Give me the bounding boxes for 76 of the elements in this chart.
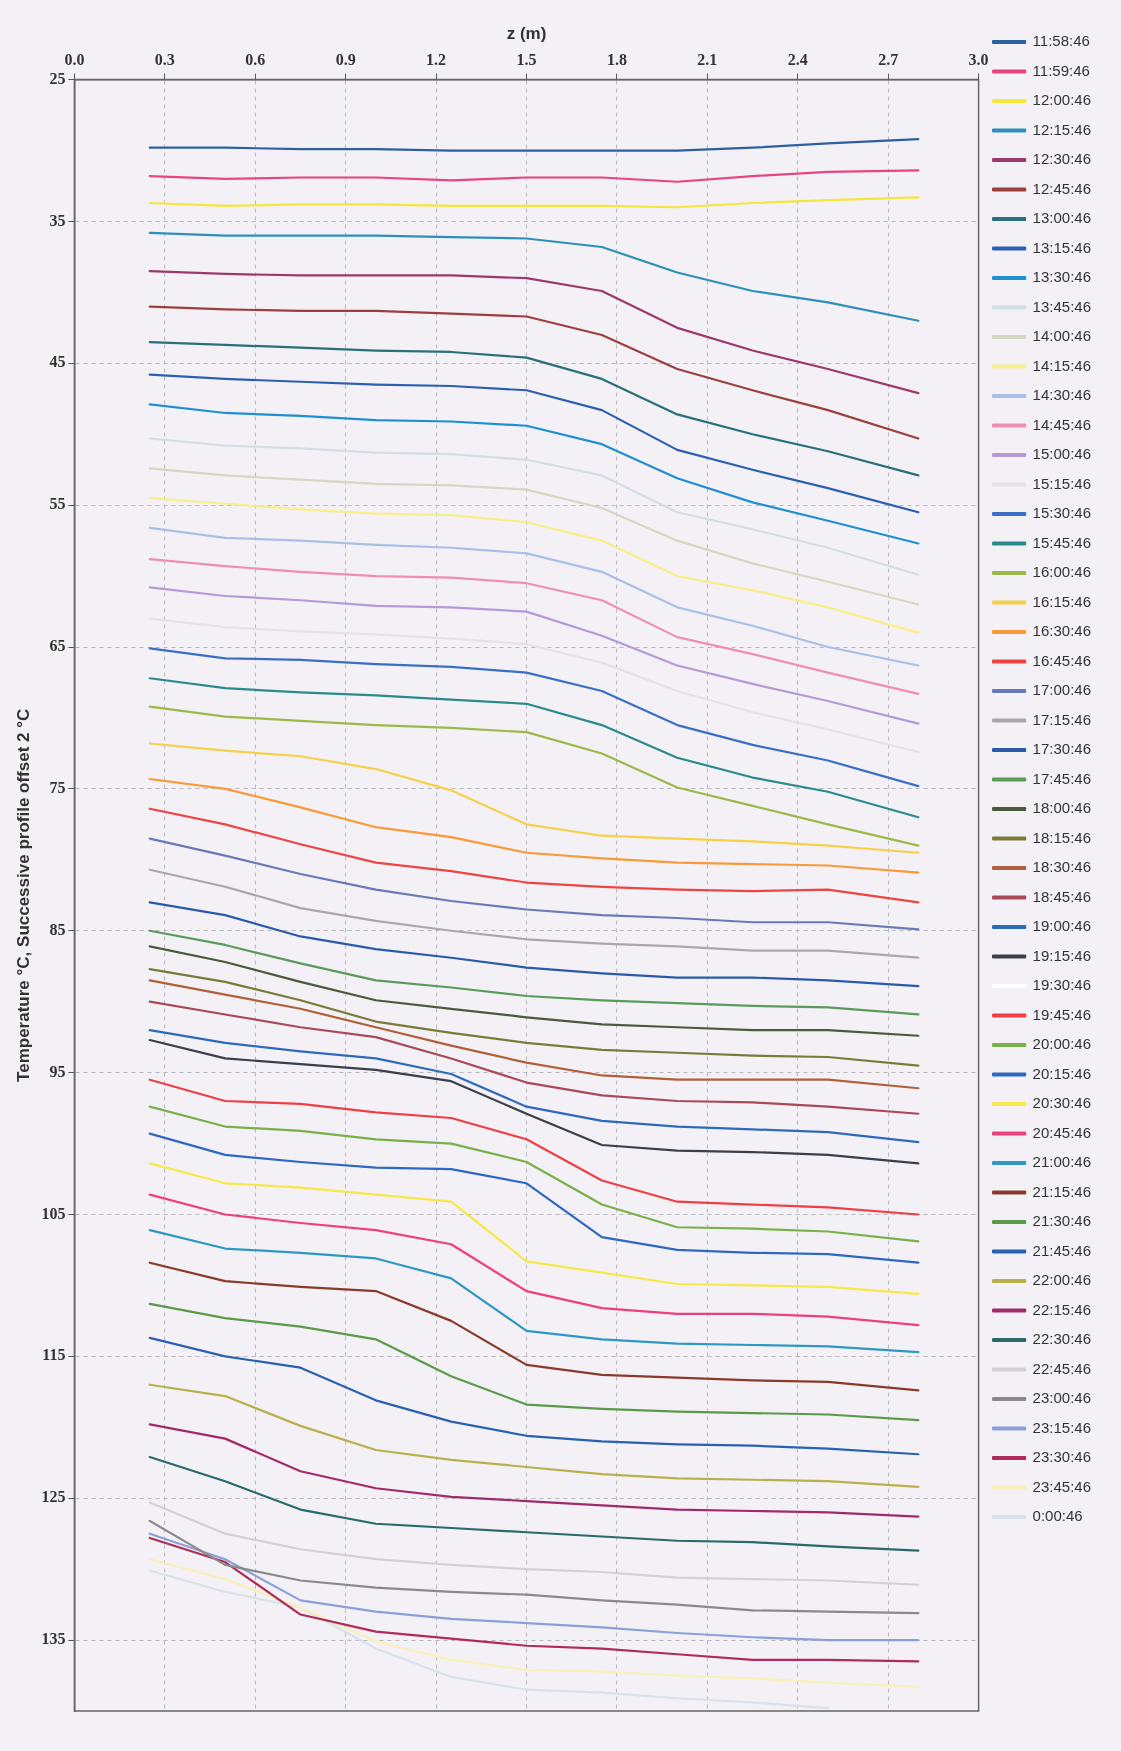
legend-label: 20:30:46 [1032, 1094, 1091, 1112]
legend-label: 16:15:46 [1032, 592, 1091, 610]
y-tick-label: 25 [49, 69, 66, 87]
x-tick-label: 0.0 [64, 51, 85, 69]
y-tick-label: 65 [49, 637, 66, 655]
legend-label: 17:30:46 [1032, 740, 1091, 758]
legend-label: 13:45:46 [1032, 297, 1091, 315]
x-tick-label: 0.6 [245, 51, 266, 69]
x-tick-label: 0.3 [154, 51, 175, 69]
legend-label: 20:45:46 [1032, 1123, 1091, 1141]
legend-label: 19:15:46 [1032, 946, 1091, 964]
y-tick-label: 105 [41, 1204, 66, 1222]
legend-label: 14:30:46 [1032, 386, 1091, 404]
legend-label: 16:00:46 [1032, 563, 1091, 581]
legend-label: 17:15:46 [1032, 710, 1091, 728]
y-tick-label: 115 [42, 1346, 66, 1364]
legend-label: 12:15:46 [1032, 120, 1091, 138]
x-tick-label: 0.9 [335, 51, 356, 69]
x-tick-label: 3.0 [968, 51, 989, 69]
legend-label: 15:45:46 [1032, 533, 1091, 551]
x-tick-label: 2.7 [878, 51, 899, 69]
legend-label: 12:45:46 [1032, 179, 1091, 197]
legend-label: 15:30:46 [1032, 504, 1091, 522]
legend-label: 11:59:46 [1032, 61, 1090, 79]
legend-label: 18:30:46 [1032, 858, 1091, 876]
legend-label: 13:30:46 [1032, 268, 1091, 286]
x-tick-label: 1.8 [606, 51, 627, 69]
legend-label: 16:45:46 [1032, 651, 1091, 669]
legend-label: 23:15:46 [1032, 1418, 1091, 1436]
legend-label: 20:00:46 [1032, 1035, 1091, 1053]
y-axis-title: Temperature °C, Successive profile offset 2 °C [13, 708, 33, 1082]
legend-label: 13:00:46 [1032, 209, 1091, 227]
legend-label: 19:30:46 [1032, 976, 1091, 994]
y-tick-label: 85 [49, 920, 66, 938]
x-tick-label: 1.2 [426, 51, 447, 69]
legend-label: 22:15:46 [1032, 1300, 1091, 1318]
legend-label: 22:00:46 [1032, 1271, 1091, 1289]
legend-label: 22:30:46 [1032, 1330, 1091, 1348]
legend-label: 19:45:46 [1032, 1005, 1091, 1023]
legend-label: 12:00:46 [1032, 91, 1091, 109]
legend-label: 18:00:46 [1032, 799, 1091, 817]
y-tick-label: 135 [41, 1630, 66, 1648]
legend-label: 17:00:46 [1032, 681, 1091, 699]
legend-label: 14:00:46 [1032, 327, 1091, 345]
y-tick-label: 45 [49, 353, 66, 371]
legend-label: 21:45:46 [1032, 1241, 1091, 1259]
y-tick-label: 55 [49, 495, 66, 513]
legend-label: 20:15:46 [1032, 1064, 1091, 1082]
legend-label: 18:15:46 [1032, 828, 1091, 846]
legend-label: 15:15:46 [1032, 474, 1091, 492]
legend-label: 21:15:46 [1032, 1182, 1091, 1200]
legend-label: 12:30:46 [1032, 150, 1091, 168]
legend-label: 18:45:46 [1032, 887, 1091, 905]
legend-label: 19:00:46 [1032, 917, 1091, 935]
legend-label: 16:30:46 [1032, 622, 1091, 640]
legend-label: 17:45:46 [1032, 769, 1091, 787]
legend-label: 13:15:46 [1032, 238, 1091, 256]
legend-label: 14:15:46 [1032, 356, 1091, 374]
legend-label: 0:00:46 [1032, 1507, 1083, 1525]
y-tick-label: 75 [49, 779, 66, 797]
x-axis-title: z (m) [506, 23, 547, 43]
legend-label: 23:30:46 [1032, 1448, 1091, 1466]
legend-label: 14:45:46 [1032, 415, 1091, 433]
y-tick-label: 35 [49, 211, 66, 229]
x-tick-label: 1.5 [516, 51, 537, 69]
legend-label: 21:30:46 [1032, 1212, 1091, 1230]
x-tick-label: 2.1 [697, 51, 718, 69]
legend-label: 11:58:46 [1032, 32, 1090, 50]
legend-label: 23:45:46 [1032, 1477, 1091, 1495]
x-tick-label: 2.4 [787, 51, 808, 69]
legend-label: 22:45:46 [1032, 1359, 1091, 1377]
legend-label: 15:00:46 [1032, 445, 1091, 463]
y-tick-label: 95 [49, 1062, 66, 1080]
legend-label: 23:00:46 [1032, 1389, 1091, 1407]
y-tick-label: 125 [41, 1488, 66, 1506]
legend-label: 21:00:46 [1032, 1153, 1091, 1171]
